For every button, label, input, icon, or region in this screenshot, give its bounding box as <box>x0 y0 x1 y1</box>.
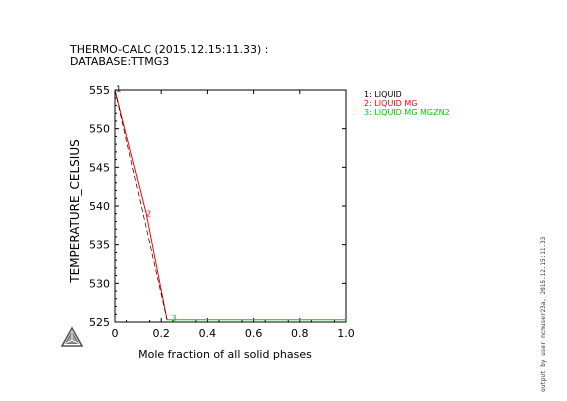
series-label-3: 3 <box>172 314 177 323</box>
y-tick-label: 545 <box>89 161 110 174</box>
chart-title-line-2: DATABASE:TTMG3 <box>70 55 170 68</box>
x-tick-label: 1.0 <box>337 327 355 340</box>
legend-entry-2: 2: LIQUID MG <box>364 99 418 108</box>
x-tick-label: 0.2 <box>152 327 170 340</box>
series-overlay-dashed <box>114 89 168 320</box>
y-tick-label: 550 <box>89 123 110 136</box>
plot-frame <box>114 89 347 323</box>
x-tick-label: 0 <box>112 327 119 340</box>
plot-series: 1 2 3 <box>114 84 346 323</box>
x-axis-label: Mole fraction of all solid phases <box>138 348 312 361</box>
y-axis-label: TEMPERATURE_CELSIUS <box>68 139 82 283</box>
y-tick-label: 555 <box>89 84 110 97</box>
y-tick-label: 540 <box>89 200 110 213</box>
y-tick-label: 530 <box>89 277 110 290</box>
x-tick-label: 0.8 <box>291 327 309 340</box>
chart-title-line-1: THERMO-CALC (2015.12.15:11.33) : <box>70 43 269 56</box>
x-tick-label: 0.6 <box>245 327 263 340</box>
x-tick-label: 0.4 <box>199 327 217 340</box>
plot-axes: 0 0.2 0.4 0.6 0.8 1.0 525 530 535 540 545 550 555 <box>89 84 355 340</box>
y-tick-label: 535 <box>89 239 110 252</box>
thermo-calc-logo-icon <box>60 326 84 347</box>
series-line-2 <box>114 89 168 320</box>
y-tick-label: 525 <box>89 316 110 329</box>
footer-output-text: output by user mcmuser23a, 2015.12.15:11… <box>540 236 547 392</box>
series-label-2: 2 <box>146 210 151 219</box>
legend-entry-3: 3: LIQUID MG MGZN2 <box>364 108 450 117</box>
series-label-1: 1 <box>116 84 121 93</box>
legend-entry-1: 1: LIQUID <box>364 90 402 99</box>
